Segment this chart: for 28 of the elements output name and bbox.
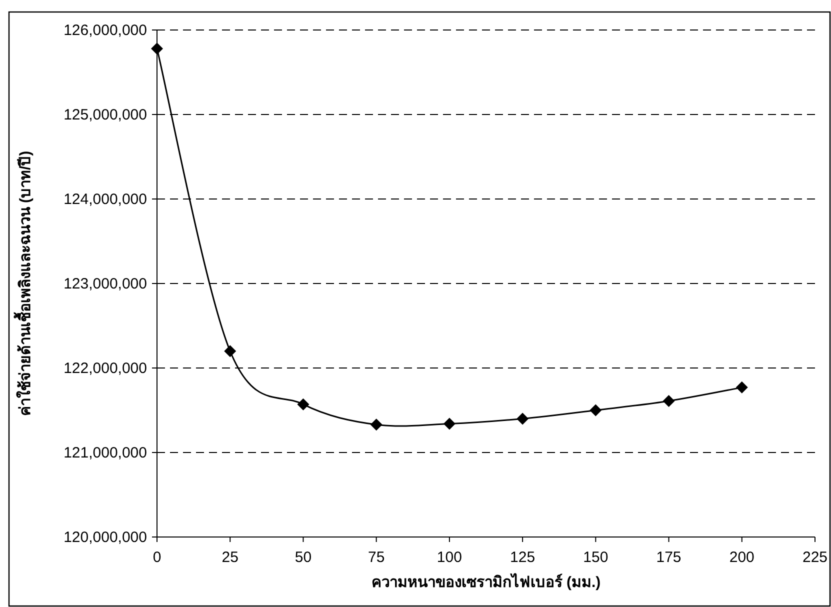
y-axis-title: ค่าใช้จ่ายด้านเชื้อเพลิงและฉนวน (บาท/ปี) (13, 150, 34, 416)
y-tick-label: 124,000,000 (64, 191, 147, 208)
point (662, 394, 675, 407)
x-tick-label: 150 (583, 549, 608, 566)
y-tick-label: 120,000,000 (64, 529, 147, 546)
point (297, 398, 310, 410)
x-axis-title: ความหนาของเซรามิกไฟเบอร์ (มม.) (371, 572, 601, 591)
x-tick-label: 225 (802, 549, 828, 566)
point (224, 345, 236, 358)
x-tick-label: 25 (222, 549, 238, 566)
y-tick-label: 126,000,000 (64, 22, 147, 39)
point (443, 418, 456, 430)
x-tick-label: 50 (294, 549, 312, 566)
y-tick-label: 125,000,000 (64, 106, 147, 124)
x-tick-label: 125 (510, 549, 536, 566)
y-tick-label: 121,000,000 (64, 444, 147, 462)
x-tick-label: 200 (729, 549, 754, 566)
y-tick-label: 123,000,000 (64, 276, 147, 292)
point (590, 404, 602, 416)
point (151, 42, 163, 55)
point (370, 418, 382, 431)
x-tick-label: 0 (152, 549, 162, 566)
point (516, 412, 529, 425)
point (736, 381, 748, 394)
y-tick-label: 122,000,000 (64, 360, 147, 377)
x-tick-label: 75 (368, 549, 385, 566)
x-tick-label: 100 (436, 549, 462, 566)
x-tick-label: 175 (656, 549, 682, 566)
